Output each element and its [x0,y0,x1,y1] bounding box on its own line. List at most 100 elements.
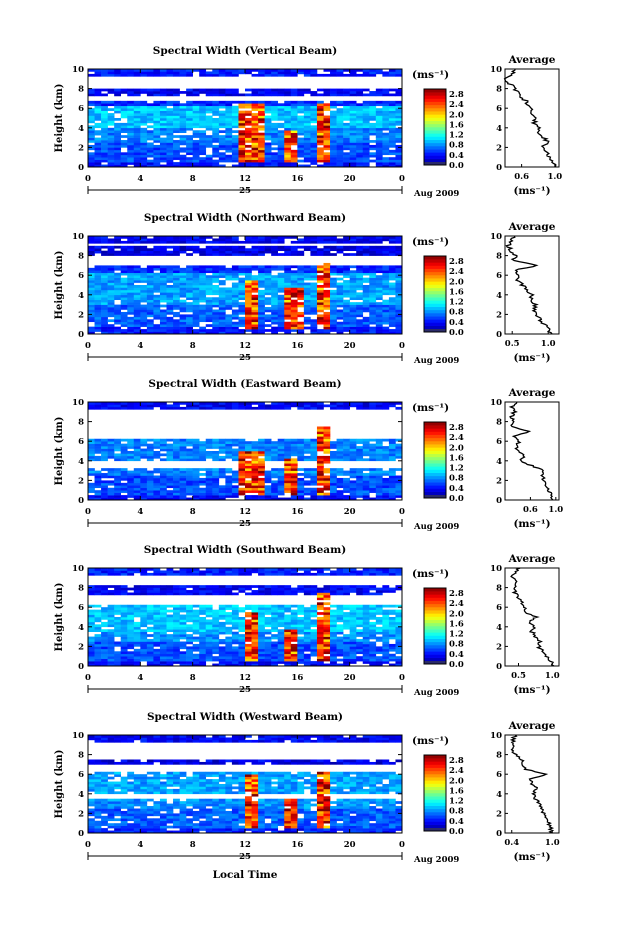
heatmap-cell [133,277,141,281]
heatmap-cell [120,144,128,148]
heatmap-cell [94,294,102,298]
profile-y-tick-label: 6 [496,437,502,447]
heatmap-cell [140,135,148,138]
heatmap-cell [107,634,115,637]
heatmap-cell [107,653,115,657]
colorbar-segment [424,130,446,134]
heatmap-cell [173,490,180,493]
heatmap-cell [159,88,167,92]
heatmap-cell [133,88,141,92]
heatmap-cell [349,485,357,489]
heatmap-cell [323,127,331,131]
heatmap-cell [218,69,226,72]
heatmap-cell [107,238,115,242]
heatmap-cell [323,69,331,72]
heatmap-cell [133,468,141,471]
heatmap-cell [120,470,128,474]
heatmap-cell [159,475,167,479]
heatmap-cell [199,617,207,620]
heatmap-cell [218,572,226,576]
heatmap-cell [297,297,305,300]
heatmap-cell [179,105,187,109]
heatmap-cell [140,590,148,593]
heatmap-cell [323,460,331,464]
heatmap-cell [303,73,311,77]
heatmap-cell [173,299,180,303]
heatmap-cell [395,275,403,278]
heatmap-cell [179,245,187,249]
heatmap-cell [251,245,259,249]
heatmap-cell [330,319,337,323]
heatmap-cell [231,130,239,133]
heatmap-cell [343,236,350,239]
heatmap-cell [94,490,102,493]
heatmap-cell [330,475,337,479]
heatmap-cell [258,465,265,469]
heatmap-cell [277,91,285,94]
heatmap-cell [192,309,200,313]
heatmap-cell [369,236,377,239]
heatmap-cell [166,250,174,254]
heatmap-cell [231,406,239,410]
heatmap-cell [343,470,350,474]
heatmap-cell [245,164,252,168]
heatmap-cell [356,487,364,491]
heatmap-cell [212,331,220,335]
heatmap-cell [316,140,324,143]
heatmap-cell [356,485,364,489]
heatmap-cell [218,592,226,596]
heatmap-cell [101,621,108,625]
heatmap-cell [88,490,95,493]
heatmap-cell [323,108,331,111]
heatmap-cell [88,617,95,620]
heatmap-cell [245,238,252,242]
heatmap-cell [362,307,370,310]
heatmap-cell [231,73,239,77]
heatmap-cell [290,289,298,293]
heatmap-cell [330,477,337,481]
heatmap-cell [388,297,396,300]
heatmap-cell [323,125,331,129]
heatmap-cell [114,604,122,608]
heatmap-cell [375,311,383,315]
heatmap-cell [212,238,220,242]
heatmap-cell [101,639,108,642]
heatmap-cell [205,621,213,625]
heatmap-cell [140,73,148,77]
heatmap-cell [330,285,337,288]
heatmap-cell [212,639,220,642]
heatmap-cell [173,475,180,479]
heatmap-cell [395,297,403,300]
heatmap-cell [238,294,246,298]
heatmap-cell [199,147,207,151]
heatmap-cell [101,272,108,276]
heatmap-cell [375,326,383,330]
heatmap-cell [336,277,344,281]
chart-title: Spectral Width (Northward Beam) [144,212,346,224]
heatmap-cell [225,253,233,256]
heatmap-cell [173,267,180,271]
heatmap-cell [231,321,239,325]
heatmap-cell [114,103,122,107]
heatmap-cell [388,492,396,496]
heatmap-cell [212,299,220,303]
heatmap-cell [369,299,377,303]
heatmap-cell [173,629,180,632]
heatmap-cell [94,495,102,498]
heatmap-cell [101,475,108,479]
heatmap-cell [231,122,239,126]
heatmap-cell [166,572,174,576]
heatmap-cell [330,329,337,332]
heatmap-cell [153,302,161,305]
heatmap-cell [238,245,246,249]
heatmap-cell [146,585,154,588]
heatmap-cell [271,441,279,444]
heatmap-cell [192,446,200,449]
heatmap-cell [277,477,285,481]
heatmap-cell [179,115,187,119]
heatmap-cell [369,270,377,274]
heatmap-cell [140,609,148,613]
heatmap-cell [395,289,403,293]
heatmap-cell [133,480,141,484]
heatmap-cell [218,110,226,114]
